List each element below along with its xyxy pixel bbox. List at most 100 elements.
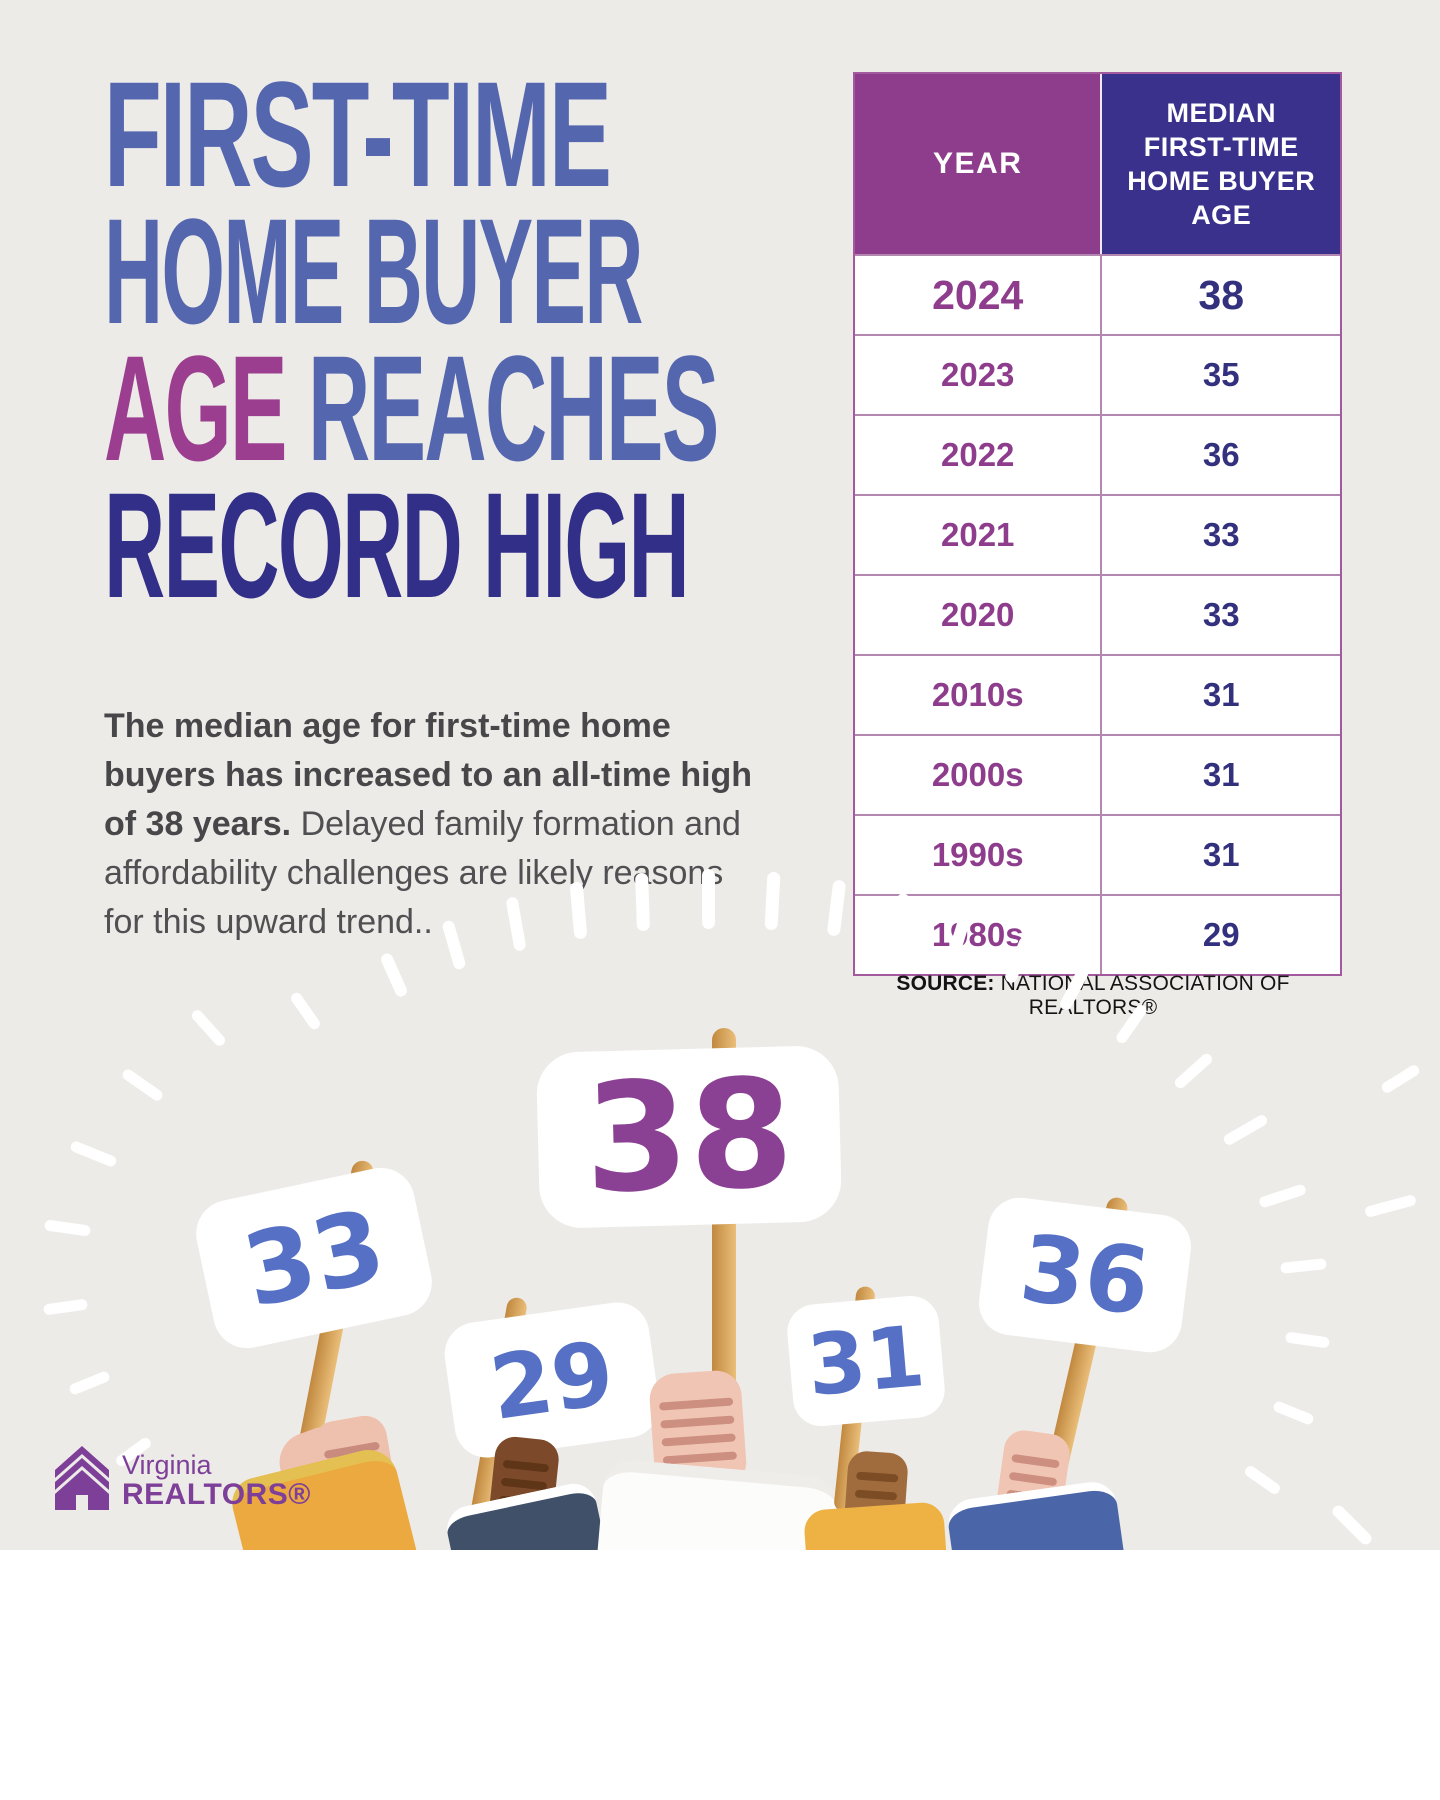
- age-cell: 33: [1100, 576, 1340, 654]
- virginia-realtors-logo: Virginia REALTORS®: [55, 1446, 311, 1515]
- sparkle-dash: [1363, 1193, 1418, 1219]
- table-row: 2023 35: [855, 334, 1340, 414]
- sparkle-dash: [69, 1139, 118, 1169]
- table-header-row: YEAR MEDIAN FIRST-TIME HOME BUYER AGE: [855, 74, 1340, 254]
- year-cell: 2023: [940, 356, 1015, 393]
- year-cell: 1990s: [931, 836, 1024, 873]
- year-cell: 2020: [940, 596, 1015, 633]
- sparkle-dash: [764, 871, 781, 931]
- sparkle-dash: [43, 1219, 92, 1237]
- sparkle-dash: [1003, 935, 1033, 985]
- sparkle-dash: [1379, 1063, 1422, 1095]
- sparkle-dash: [634, 872, 651, 932]
- table-row: 2022 36: [855, 414, 1340, 494]
- sparkle-dash: [887, 892, 911, 946]
- sleeve-blue: [945, 1478, 1129, 1550]
- sparkle-dash: [1114, 1002, 1149, 1046]
- sparkle-dash: [1271, 1400, 1316, 1426]
- sparkle-dash: [702, 869, 715, 929]
- title-line-2: HOME BUYER: [104, 187, 643, 355]
- sparkle-dash: [505, 896, 527, 952]
- sign-31: 31: [784, 1293, 948, 1429]
- table-row: 1980s 29: [855, 894, 1340, 974]
- sparkle-dash: [42, 1298, 89, 1316]
- title-line-3: AGE REACHES: [104, 333, 719, 483]
- year-cell: 2000s: [931, 756, 1024, 793]
- source-label: SOURCE:: [896, 972, 995, 995]
- logo-line-2: REALTORS®: [122, 1477, 311, 1511]
- sparkle-dash: [826, 879, 847, 937]
- finger-line: [500, 1477, 548, 1491]
- sparkle-dash: [288, 990, 323, 1032]
- finger-line: [1008, 1471, 1058, 1487]
- sign-33-value: 33: [233, 1186, 395, 1330]
- logo-line-1: Virginia: [122, 1449, 212, 1480]
- age-cell: 35: [1100, 336, 1340, 414]
- table-row: 2020 33: [855, 574, 1340, 654]
- year-cell: 2010s: [931, 676, 1024, 713]
- year-cell: 2024: [932, 271, 1024, 318]
- age-cell: 31: [1100, 656, 1340, 734]
- finger-line: [854, 1489, 898, 1501]
- finger-line: [660, 1415, 735, 1429]
- sparkle-dash: [1330, 1503, 1374, 1547]
- table-row: 1990s 31: [855, 814, 1340, 894]
- sparkle-dash: [569, 881, 588, 940]
- year-cell: 2021: [940, 516, 1015, 553]
- table-header-age: MEDIAN FIRST-TIME HOME BUYER AGE: [1100, 74, 1340, 254]
- table-row: 2024 38: [855, 254, 1340, 334]
- age-cell: 38: [1100, 256, 1340, 334]
- sign-36: 36: [975, 1194, 1195, 1356]
- bottom-white-strip: [0, 1550, 1440, 1800]
- year-cell: 1980s: [931, 916, 1024, 953]
- title-line-3-rest: REACHES: [285, 324, 719, 492]
- sign-29-value: 29: [484, 1320, 620, 1440]
- sign-38-value: 38: [582, 1047, 796, 1227]
- sign-38: 38: [535, 1045, 843, 1229]
- title-accent-word: AGE: [104, 324, 287, 492]
- age-cell: 29: [1100, 896, 1340, 974]
- sparkle-dash: [379, 951, 409, 999]
- sparkle-dash: [1221, 1113, 1270, 1147]
- sparkle-dash: [945, 911, 973, 963]
- finger-line: [1011, 1453, 1060, 1469]
- sparkle-dash: [1242, 1464, 1283, 1496]
- age-cell: 36: [1100, 416, 1340, 494]
- year-cell: 2022: [940, 436, 1015, 473]
- page-title: FIRST-TIME HOME BUYER AGE REACHES RECORD…: [104, 50, 1171, 629]
- sign-31-value: 31: [803, 1307, 929, 1415]
- sparkle-dash: [189, 1007, 228, 1049]
- sparkle-dash: [1280, 1258, 1327, 1274]
- median-age-table: YEAR MEDIAN FIRST-TIME HOME BUYER AGE 20…: [853, 72, 1342, 976]
- finger-line: [502, 1459, 550, 1473]
- age-cell: 31: [1100, 816, 1340, 894]
- intro-regular-text: Delayed family formation and affordabili…: [104, 805, 741, 941]
- sparkle-dash: [441, 919, 467, 971]
- sparkle-dash: [1284, 1331, 1331, 1349]
- table-row: 2010s 31: [855, 654, 1340, 734]
- sign-29: 29: [440, 1298, 664, 1462]
- sign-36-value: 36: [1014, 1214, 1156, 1336]
- finger-line: [661, 1433, 736, 1447]
- sleeve-yellow-2: [803, 1501, 949, 1550]
- finger-line: [658, 1397, 734, 1411]
- table-header-year: YEAR: [855, 74, 1101, 254]
- sign-33: 33: [189, 1161, 439, 1355]
- age-cell: 31: [1100, 736, 1340, 814]
- finger-line: [662, 1451, 738, 1465]
- table-row: 2000s 31: [855, 734, 1340, 814]
- logo-text: Virginia REALTORS®: [122, 1449, 311, 1511]
- house-icon: [55, 1446, 109, 1515]
- sparkle-dash: [1172, 1051, 1215, 1091]
- table-row: 2021 33: [855, 494, 1340, 574]
- age-cell: 33: [1100, 496, 1340, 574]
- sparkle-dash: [1257, 1183, 1308, 1209]
- sparkle-dash: [1057, 965, 1091, 1013]
- sparkle-dash: [120, 1067, 165, 1103]
- title-line-4: RECORD HIGH: [104, 461, 690, 629]
- intro-bold-text: The median age for first-time home buyer…: [104, 707, 753, 843]
- intro-paragraph: The median age for first-time home buyer…: [104, 702, 764, 947]
- finger-line: [856, 1471, 899, 1483]
- title-line-1: FIRST-TIME: [104, 50, 612, 218]
- sparkle-dash: [67, 1370, 112, 1396]
